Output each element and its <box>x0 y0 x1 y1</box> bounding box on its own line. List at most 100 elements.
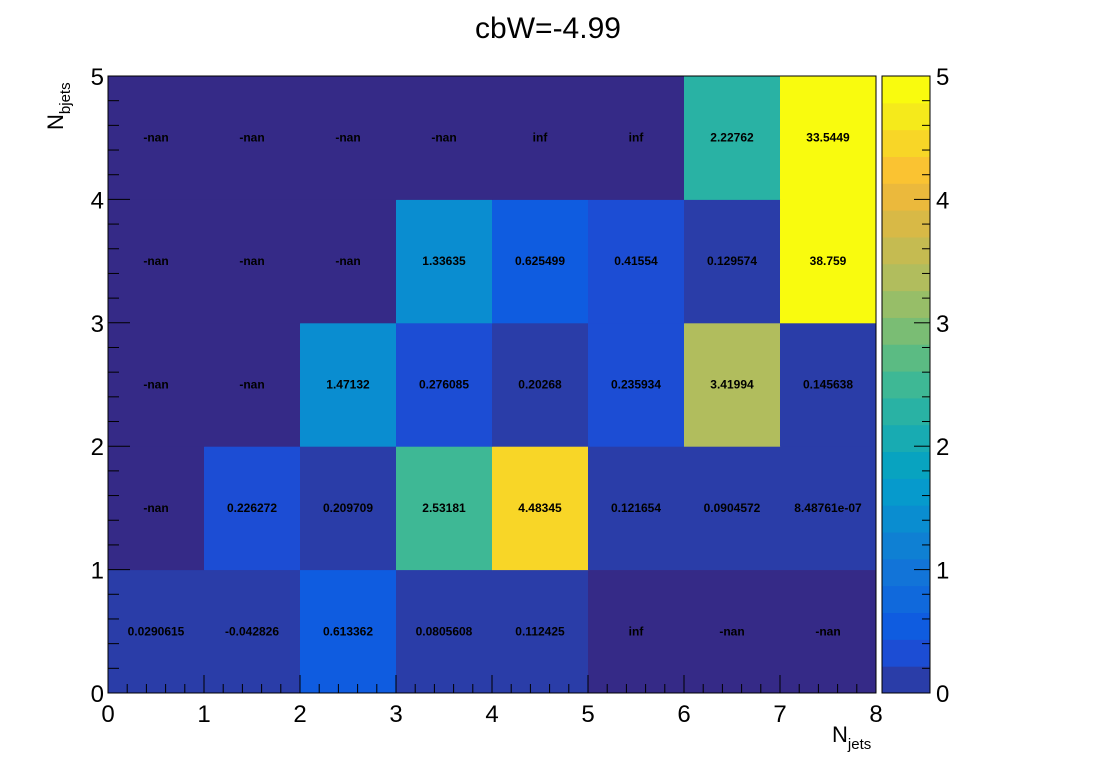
color-bar-segment <box>882 478 930 506</box>
heatmap-cell <box>300 322 397 447</box>
svg-text:Nbjets: Nbjets <box>43 82 74 130</box>
heatmap-cell-label: -nan <box>239 254 264 268</box>
color-bar-segment <box>882 156 930 184</box>
z-tick-label: 0 <box>936 681 949 708</box>
y-tick-label: 3 <box>91 311 104 338</box>
heatmap-cell-label: -nan <box>431 131 456 145</box>
heatmap-cell <box>108 199 205 324</box>
heatmap-cell <box>108 446 205 571</box>
heatmap-cell-label: -nan <box>335 131 360 145</box>
z-tick-label: 1 <box>936 558 949 585</box>
z-tick-label: 2 <box>936 434 949 461</box>
heatmap-cell-label: -nan <box>335 254 360 268</box>
x-tick-label: 7 <box>773 701 786 728</box>
heatmap-cell <box>300 446 397 571</box>
heatmap-cell <box>684 446 781 571</box>
heatmap-cell-label: 0.41554 <box>614 254 658 268</box>
heatmap-cell-label: 0.121654 <box>611 501 661 515</box>
heatmap-cell-label: -nan <box>719 624 744 638</box>
x-axis-label-sub: jets <box>847 736 871 753</box>
heatmap-cell-label: -nan <box>239 378 264 392</box>
color-bar-segment <box>882 76 930 104</box>
heatmap-cell-label: 33.5449 <box>806 131 850 145</box>
y-axis-label: Nbjets <box>43 82 74 130</box>
heatmap-cell-label: 0.112425 <box>515 624 565 638</box>
color-bar-segment <box>882 397 930 426</box>
y-axis: 0 1 2 3 4 5 <box>91 64 130 708</box>
heatmap-cell <box>204 569 301 694</box>
heatmap-cell <box>780 76 877 200</box>
color-bar-segment <box>882 612 930 640</box>
heatmap-cell-label: 0.613362 <box>323 624 373 638</box>
heatmap-cell <box>396 446 493 571</box>
heatmap-cell <box>108 76 205 200</box>
z-tick-label: 4 <box>936 187 949 214</box>
heatmap-cell-label: -nan <box>143 254 168 268</box>
heatmap-cell <box>108 322 205 447</box>
heatmap-cell-label: -nan <box>143 378 168 392</box>
heatmap-cell-label: 0.0290615 <box>128 624 185 638</box>
heatmap-cell <box>780 199 877 324</box>
heatmap-cell-label: -nan <box>143 131 168 145</box>
x-axis-label: Njets <box>832 722 871 753</box>
heatmap-cell-label: -nan <box>143 501 168 515</box>
heatmap-cell-label: 0.625499 <box>515 254 565 268</box>
heatmap-cell-label: inf <box>629 131 645 145</box>
color-bar-segment <box>882 371 930 399</box>
heatmap-cell <box>780 322 877 447</box>
heatmap-cell <box>204 76 301 200</box>
heatmap-cell <box>588 199 685 324</box>
heatmap-cell-label: 0.129574 <box>707 254 757 268</box>
x-tick-label: 8 <box>869 701 882 728</box>
heatmap-cell-labels: 0.0290615 -0.042826 0.613362 0.0805608 0.112… <box>128 131 862 639</box>
heatmap-cell-label: -nan <box>239 131 264 145</box>
heatmap-cell-label: 0.276085 <box>419 378 469 392</box>
heatmap-cell <box>204 199 301 324</box>
heatmap-cells <box>108 76 877 694</box>
x-tick-label: 3 <box>389 701 402 728</box>
heatmap-cell <box>684 569 781 694</box>
heatmap-cell-label: 3.41994 <box>710 378 754 392</box>
y-tick-label: 0 <box>91 681 104 708</box>
heatmap-cell <box>300 199 397 324</box>
x-axis-label-main: N <box>832 722 848 747</box>
heatmap-cell-label: -nan <box>815 624 840 638</box>
x-tick-label: 0 <box>101 701 114 728</box>
heatmap-cell-label: 38.759 <box>810 254 847 268</box>
color-bar-segment <box>882 183 930 211</box>
x-axis: 0 1 2 3 4 5 6 7 8 <box>101 675 883 728</box>
heatmap-cell <box>492 76 589 200</box>
heatmap-cell-label: inf <box>533 131 549 145</box>
heatmap-cell <box>588 569 685 694</box>
heatmap-cell-label: 0.20268 <box>518 378 562 392</box>
x-tick-label: 5 <box>581 701 594 728</box>
heatmap-cell <box>204 446 301 571</box>
heatmap-cell <box>780 569 877 694</box>
y-axis-label-sub: bjets <box>57 82 74 114</box>
color-bar-segment <box>882 263 930 292</box>
color-bar-segment <box>882 317 930 345</box>
heatmap-cell-label: 0.226272 <box>227 501 277 515</box>
heatmap-cell-label: 0.145638 <box>803 378 853 392</box>
color-bar <box>881 75 931 694</box>
color-bar-segment <box>882 505 930 533</box>
color-bar-segment <box>882 558 930 587</box>
z-tick-label: 3 <box>936 311 949 338</box>
heatmap-cell-label: 1.47132 <box>326 378 370 392</box>
heatmap-cell-label: 0.235934 <box>611 378 661 392</box>
heatmap-cell <box>492 446 589 571</box>
heatmap-cell <box>588 322 685 447</box>
color-bar-segment <box>882 532 930 560</box>
heatmap-cell-label: 8.48761e-07 <box>794 501 862 515</box>
heatmap-cell-label: 0.0904572 <box>704 501 761 515</box>
heatmap-cell <box>300 569 397 694</box>
heatmap-cell-label: -0.042826 <box>225 624 279 638</box>
heatmap-cell <box>588 446 685 571</box>
chart-title: cbW=-4.99 <box>475 12 621 45</box>
heatmap-cell <box>396 569 493 694</box>
heatmap-cell <box>492 569 589 694</box>
heatmap-cell <box>492 322 589 447</box>
x-tick-label: 2 <box>293 701 306 728</box>
x-tick-label: 1 <box>197 701 210 728</box>
color-bar-segment <box>882 451 930 479</box>
